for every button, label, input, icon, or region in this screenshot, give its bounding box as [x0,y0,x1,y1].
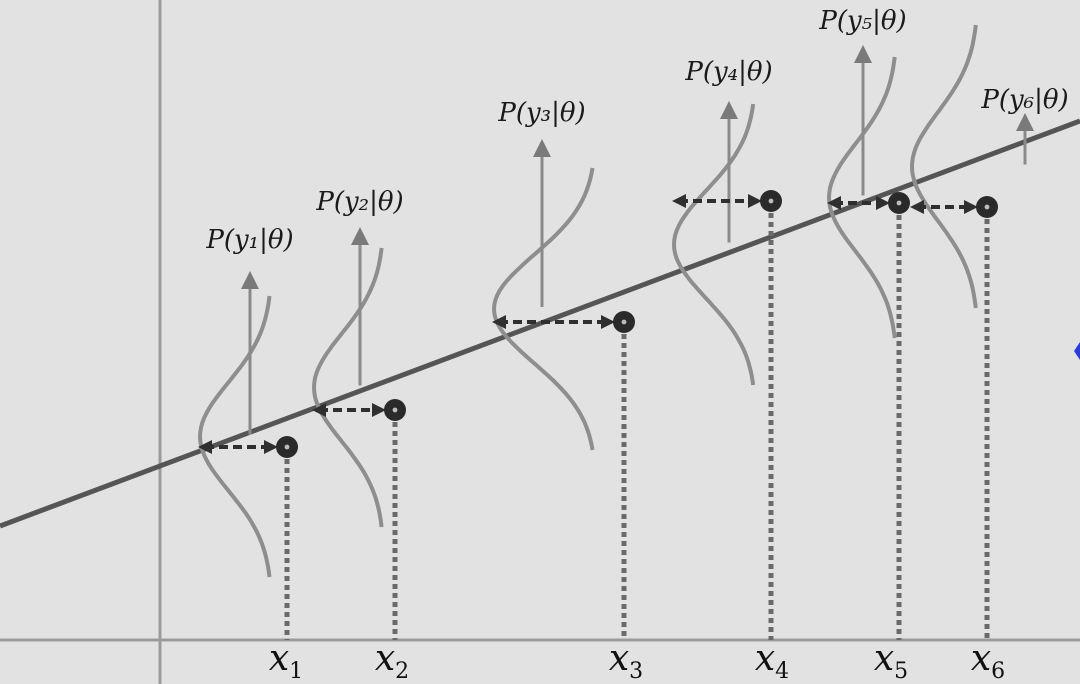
probability-label: P(y₅|θ) [818,6,906,36]
data-point-center [392,407,398,413]
x-tick-label: x1 [269,638,303,684]
probability-label: P(y₂|θ) [315,187,403,217]
observation-5: P(y₅|θ) x5 [818,6,910,684]
observation-4: P(y₄|θ) x4 [671,57,789,684]
x-tick-label: x5 [874,638,908,684]
likelihood-curve [671,103,756,386]
observation-1: P(y₁|θ) x1 [197,225,303,684]
data-point-center [621,319,627,325]
likelihood-curve [197,295,272,578]
data-point-center [284,444,290,450]
observation-3: P(y₃|θ) x3 [491,98,643,684]
probability-label: P(y₆|θ) [980,85,1068,115]
probability-label: P(y₄|θ) [684,57,772,87]
probability-label: P(y₃|θ) [497,98,585,128]
likelihood-curve [491,167,595,451]
x-tick-label: x3 [609,638,643,684]
x-tick-label: x2 [375,638,409,684]
x-tick-label: x6 [971,638,1005,684]
data-point-center [896,200,902,206]
edge-marker-icon [1074,342,1080,360]
observation-2: P(y₂|θ) x2 [311,187,409,684]
likelihood-curve [311,247,384,528]
probability-label: P(y₁|θ) [205,225,293,255]
x-tick-label: x4 [755,638,789,684]
data-point-center [984,204,990,210]
data-point-center [768,198,774,204]
observation-6: P(y₆|θ) x6 [909,24,1069,684]
likelihood-curve [909,24,978,309]
